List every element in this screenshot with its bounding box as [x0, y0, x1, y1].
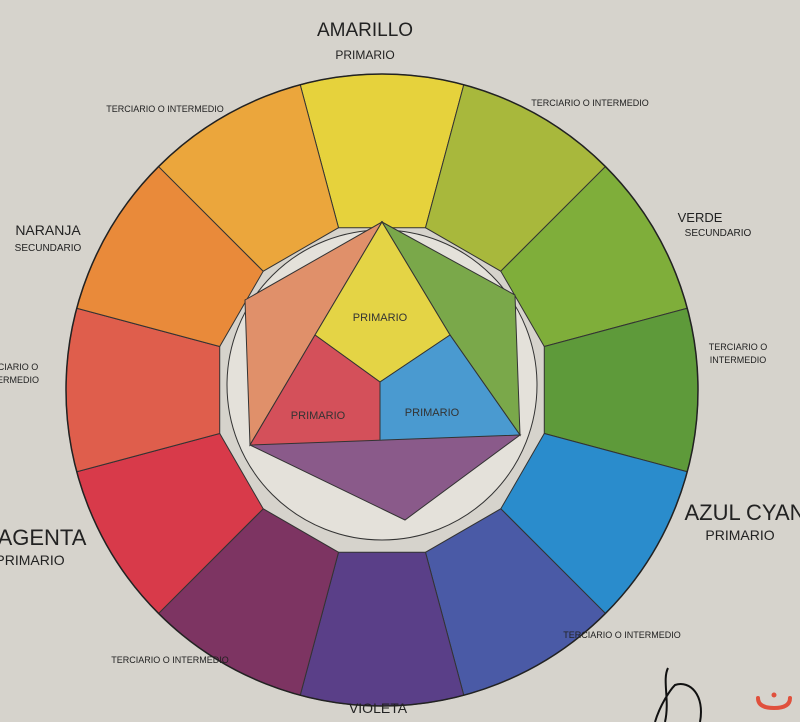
label-magenta-sub: PRIMARIO	[0, 552, 65, 568]
wheel-segments	[65, 73, 699, 707]
label-terciario-bottom-right: TERCIARIO O INTERMEDIO	[563, 630, 681, 640]
label-naranja: NARANJA	[15, 222, 81, 238]
label-terciario-left-2: ERMEDIO	[0, 375, 40, 385]
center-label-red: PRIMARIO	[290, 410, 346, 422]
label-terciario-bottom-left: TERCIARIO O INTERMEDIO	[111, 655, 229, 665]
label-verde: VERDE	[677, 210, 723, 225]
center-violet-shape	[249, 434, 522, 521]
watermark-dot	[771, 692, 777, 698]
label-terciario-right-1: TERCIARIO O	[708, 342, 768, 352]
label-terciario-right-2: INTERMEDIO	[709, 355, 767, 365]
center-star	[244, 220, 522, 521]
label-amarillo: AMARILLO	[316, 20, 414, 41]
signature	[654, 667, 702, 722]
outer-circle	[65, 73, 699, 707]
label-terciario-top-left: TERCIARIO O INTERMEDIO	[106, 104, 224, 114]
label-terciario-top-right: TERCIARIO O INTERMEDIO	[531, 98, 649, 108]
center-label-yellow: PRIMARIO	[352, 312, 408, 324]
label-verde-sub: SECUNDARIO	[684, 228, 752, 239]
label-magenta: AGENTA	[0, 525, 87, 550]
watermark-logo	[756, 696, 792, 711]
label-amarillo-sub: PRIMARIO	[335, 48, 395, 62]
label-naranja-sub: SECUNDARIO	[14, 243, 82, 254]
label-violeta: VIOLETA	[348, 700, 408, 716]
label-azul-sub: PRIMARIO	[705, 527, 775, 543]
center-label-blue: PRIMARIO	[404, 407, 460, 419]
label-azul-cyan: AZUL CYAN	[684, 500, 800, 525]
label-terciario-left-1: CIARIO O	[0, 362, 39, 372]
